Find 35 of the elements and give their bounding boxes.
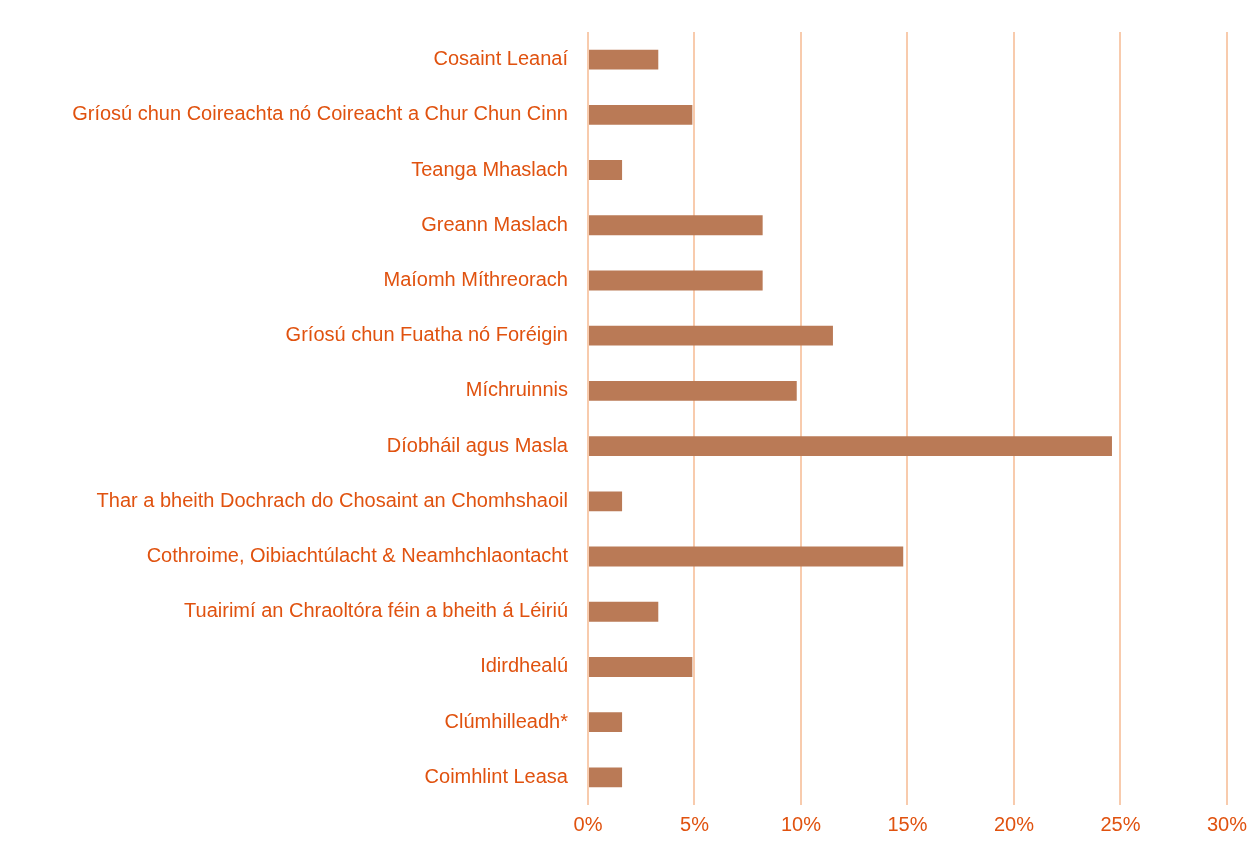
bar [589,767,623,788]
y-tick-label: Coimhlint Leasa [424,764,569,787]
bar [589,325,833,346]
bar [589,712,623,733]
x-tick-label: 20% [993,812,1035,835]
y-tick-label: Tuairimí an Chraoltóra féin a bheith á Léiriú [184,599,568,622]
x-tick-label: 25% [1100,812,1141,835]
bar [589,436,1112,457]
y-tick-label: Idirdhealú [480,654,568,677]
x-tick-label: 30% [1206,812,1248,835]
y-tick-label: Gríosú chun Fuatha nó Foréigin [285,323,568,346]
y-tick-label: Clúmhilleadh* [444,709,569,732]
y-tick-label: Maíomh Míthreorach [383,267,568,290]
y-tick-label: Cothroime, Oibiachtúlacht & Neamhchlaontacht [146,544,569,567]
bar [589,49,659,70]
bar [589,270,763,291]
bar [589,104,693,125]
x-tick-label: 15% [887,812,928,835]
y-tick-label: Míchruinnis [465,378,568,401]
bar [589,601,659,622]
y-tick-label: Cosaint Leanaí [433,47,569,70]
y-tick-label: Greann Maslach [421,212,568,235]
x-tick-label: 5% [680,812,710,835]
x-tick-label: 0% [573,812,603,835]
bar [589,380,797,401]
y-tick-label: Thar a bheith Dochrach do Chosaint an Chomhshaoil [96,488,568,511]
bar [589,546,904,567]
y-tick-label: Gríosú chun Coireachta nó Coireacht a Chur Chun Cinn [72,102,568,125]
y-tick-label: Teanga Mhaslach [411,157,568,180]
y-tick-label: Díobháil agus Masla [386,433,569,456]
x-tick-label: 10% [780,812,822,835]
bar [589,160,623,180]
bar [589,657,693,677]
bar [589,215,763,236]
bar [589,491,623,512]
